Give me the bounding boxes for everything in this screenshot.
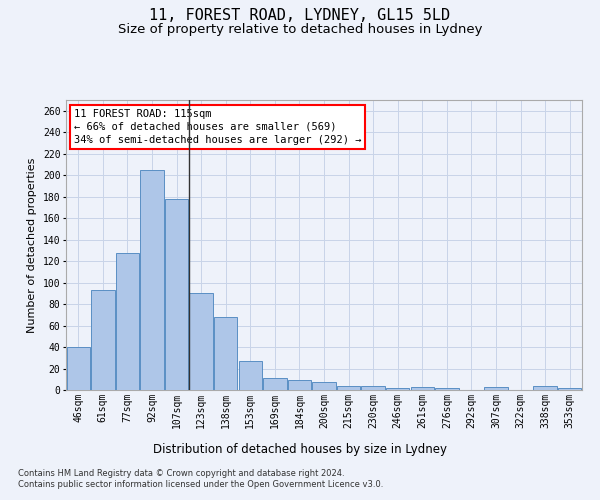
Bar xyxy=(140,170,164,390)
Bar xyxy=(190,294,213,390)
Bar xyxy=(337,386,360,390)
Text: 11 FOREST ROAD: 115sqm
← 66% of detached houses are smaller (569)
34% of semi-de: 11 FOREST ROAD: 115sqm ← 66% of detached… xyxy=(74,108,361,145)
Bar xyxy=(410,387,434,390)
Text: Contains HM Land Registry data © Crown copyright and database right 2024.: Contains HM Land Registry data © Crown c… xyxy=(18,469,344,478)
Bar xyxy=(313,382,335,390)
Text: Distribution of detached houses by size in Lydney: Distribution of detached houses by size … xyxy=(153,442,447,456)
Bar xyxy=(435,388,458,390)
Bar xyxy=(91,290,115,390)
Bar xyxy=(67,347,90,390)
Bar xyxy=(484,387,508,390)
Bar xyxy=(361,386,385,390)
Bar xyxy=(165,199,188,390)
Bar xyxy=(386,388,409,390)
Bar xyxy=(288,380,311,390)
Bar xyxy=(533,386,557,390)
Bar xyxy=(558,388,581,390)
Text: 11, FOREST ROAD, LYDNEY, GL15 5LD: 11, FOREST ROAD, LYDNEY, GL15 5LD xyxy=(149,8,451,22)
Text: Contains public sector information licensed under the Open Government Licence v3: Contains public sector information licen… xyxy=(18,480,383,489)
Y-axis label: Number of detached properties: Number of detached properties xyxy=(27,158,37,332)
Text: Size of property relative to detached houses in Lydney: Size of property relative to detached ho… xyxy=(118,22,482,36)
Bar xyxy=(116,252,139,390)
Bar xyxy=(214,317,238,390)
Bar xyxy=(239,361,262,390)
Bar xyxy=(263,378,287,390)
